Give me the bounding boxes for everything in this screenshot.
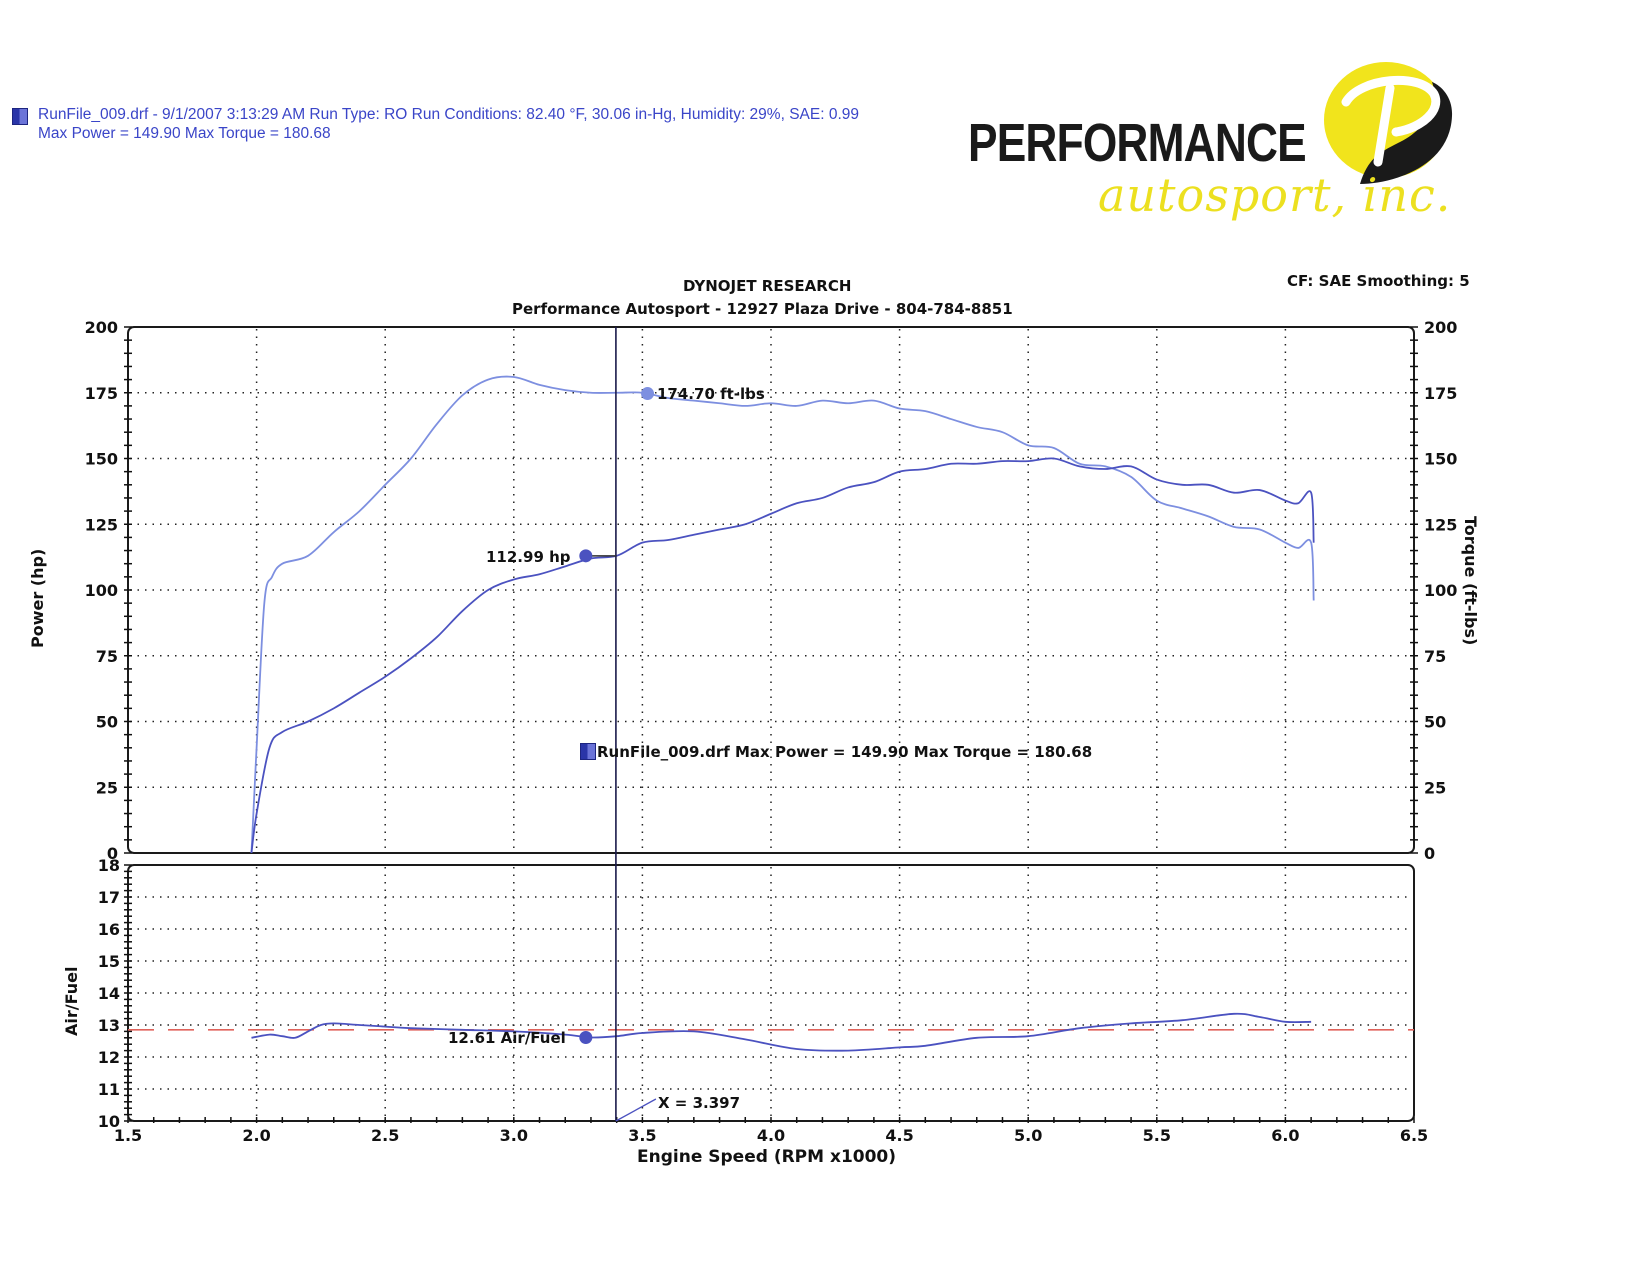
afr-line xyxy=(251,1012,1312,1052)
y-tick-right: 175 xyxy=(1424,384,1457,403)
y-axis-afr-label: Air/Fuel xyxy=(62,966,81,1036)
y-tick-right: 75 xyxy=(1424,647,1446,666)
y-tick-right: 0 xyxy=(1424,844,1435,863)
y-axis-left-label: Power (hp) xyxy=(28,548,47,648)
y-tick-left: 50 xyxy=(96,713,118,732)
y-tick-left: 25 xyxy=(96,778,118,797)
y-tick-right: 50 xyxy=(1424,713,1446,732)
y-tick-left: 125 xyxy=(85,515,118,534)
y-tick-left: 100 xyxy=(85,581,118,600)
y-tick-right: 100 xyxy=(1424,581,1457,600)
x-tick-label: 4.5 xyxy=(885,1126,913,1145)
y-tick-left: 175 xyxy=(85,384,118,403)
y-tick-left: 0 xyxy=(107,844,118,863)
x-tick-label: 3.0 xyxy=(500,1126,528,1145)
x-tick-label: 4.0 xyxy=(757,1126,785,1145)
chart-legend: RunFile_009.drf Max Power = 149.90 Max T… xyxy=(597,743,1093,761)
torque-marker-dot-icon xyxy=(641,387,655,401)
power-panel-frame xyxy=(127,326,1415,854)
y-tick-left: 150 xyxy=(85,450,118,469)
y-tick-right: 200 xyxy=(1424,318,1457,337)
x-tick-label: 1.5 xyxy=(114,1126,142,1145)
y-tick-right: 150 xyxy=(1424,450,1457,469)
y-tick-afr: 13 xyxy=(98,1016,120,1035)
chart-settings: CF: SAE Smoothing: 5 xyxy=(1287,272,1470,290)
x-tick-label: 2.5 xyxy=(371,1126,399,1145)
run-legend-swatch-icon xyxy=(12,108,28,125)
afr-panel-frame xyxy=(127,864,1415,1122)
chart-title: DYNOJET RESEARCH xyxy=(683,277,852,295)
torque-marker-label: 174.70 ft-lbs xyxy=(657,385,765,403)
logo-script: autosport, inc. xyxy=(1098,168,1452,222)
run-info-line: RunFile_009.drf - 9/1/2007 3:13:29 AM Ru… xyxy=(38,106,859,123)
cursor-label: X = 3.397 xyxy=(658,1094,741,1112)
y-tick-afr: 18 xyxy=(98,856,120,875)
afr-marker-label: 12.61 Air/Fuel xyxy=(448,1029,566,1047)
x-tick-label: 6.0 xyxy=(1271,1126,1299,1145)
power-marker-label: 112.99 hp xyxy=(486,548,571,566)
y-tick-left: 75 xyxy=(96,647,118,666)
y-tick-right: 125 xyxy=(1424,515,1457,534)
logo-wordmark: PERFORMANCE xyxy=(968,113,1307,173)
legend-swatch-icon xyxy=(580,743,596,760)
logo-p-badge-icon xyxy=(1324,62,1453,184)
y-tick-left: 200 xyxy=(85,318,118,337)
x-tick-label: 6.5 xyxy=(1400,1126,1428,1145)
x-tick-label: 2.0 xyxy=(242,1126,270,1145)
y-tick-afr: 14 xyxy=(98,984,120,1003)
y-tick-afr: 16 xyxy=(98,920,120,939)
y-axis-right-label: Torque (ft-lbs) xyxy=(1461,516,1480,646)
run-max-line: Max Power = 149.90 Max Torque = 180.68 xyxy=(38,125,331,142)
torque-line xyxy=(250,375,1315,854)
cursor-pointer xyxy=(615,1098,657,1122)
y-tick-afr: 15 xyxy=(98,952,120,971)
power-line xyxy=(250,457,1315,854)
y-tick-right: 25 xyxy=(1424,778,1446,797)
x-tick-label: 5.0 xyxy=(1014,1126,1042,1145)
chart-subtitle: Performance Autosport - 12927 Plaza Driv… xyxy=(512,300,1013,318)
y-tick-afr: 10 xyxy=(98,1112,120,1131)
y-tick-afr: 17 xyxy=(98,888,120,907)
power-marker-dot-icon xyxy=(579,549,593,563)
afr-marker-dot-icon xyxy=(579,1030,593,1044)
x-tick-label: 5.5 xyxy=(1143,1126,1171,1145)
x-tick-label: 3.5 xyxy=(628,1126,656,1145)
y-tick-afr: 11 xyxy=(98,1080,120,1099)
x-axis-label: Engine Speed (RPM x1000) xyxy=(637,1147,897,1167)
y-tick-afr: 12 xyxy=(98,1048,120,1067)
